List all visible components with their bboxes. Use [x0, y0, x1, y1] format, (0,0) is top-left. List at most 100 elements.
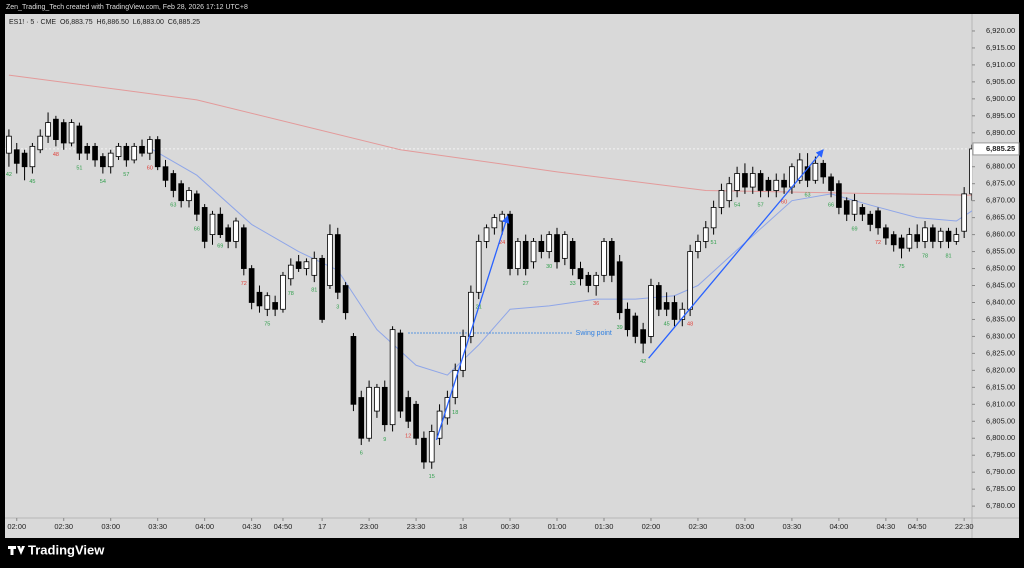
bar-count-label: 66 — [828, 203, 834, 209]
attribution: Zen_Trading_Tech created with TradingVie… — [6, 4, 248, 11]
candle-body — [13, 149, 20, 164]
y-tick-label: 6,845.00 — [986, 280, 1015, 289]
y-tick-label: 6,785.00 — [986, 484, 1015, 493]
y-tick-label: 6,890.00 — [986, 128, 1015, 137]
candle-body — [789, 166, 795, 188]
candle-body — [397, 332, 404, 412]
candle-body — [178, 183, 185, 202]
y-tick-label: 6,835.00 — [986, 314, 1015, 323]
candle-body — [953, 234, 960, 242]
candle-body — [389, 329, 396, 426]
y-tick-label: 6,800.00 — [986, 433, 1015, 442]
candle-body — [515, 240, 521, 269]
y-tick-label: 6,860.00 — [986, 230, 1015, 239]
candle-body — [930, 227, 936, 242]
candle-body — [608, 240, 615, 276]
candle-body — [859, 207, 866, 215]
candle-body — [687, 251, 693, 310]
y-tick-label: 6,900.00 — [986, 94, 1015, 103]
x-tick-label: 17 — [318, 522, 326, 531]
x-tick-label: 03:30 — [783, 522, 802, 531]
candle-body — [186, 190, 192, 202]
y-tick-label: 6,805.00 — [986, 416, 1015, 425]
candle-body — [139, 145, 145, 154]
candle-body — [695, 240, 701, 252]
bar-count-label: 60 — [781, 199, 787, 205]
candle-body — [240, 227, 247, 269]
candle-body — [84, 145, 91, 154]
y-tick-label: 6,880.00 — [986, 162, 1015, 171]
candle-body — [945, 230, 952, 242]
brand: TradingView — [28, 542, 105, 557]
candle-body — [131, 145, 138, 161]
x-tick-label: 01:00 — [548, 522, 567, 531]
bar-count-label: 75 — [898, 264, 904, 270]
candle-body — [812, 162, 819, 181]
candle-body — [961, 193, 967, 232]
bar-count-label: 57 — [758, 203, 764, 209]
candle-body — [765, 179, 772, 191]
candle-body — [29, 145, 36, 168]
trend-arrow — [435, 215, 510, 441]
x-tick-label: 23:00 — [360, 522, 379, 531]
candle-body — [366, 386, 372, 439]
candle-body — [436, 410, 443, 439]
candle-body — [280, 274, 286, 310]
candle-body — [209, 213, 216, 236]
candle-body — [522, 240, 529, 269]
candle-body — [334, 234, 341, 293]
bar-count-label: 9 — [383, 437, 386, 443]
candle-body — [421, 437, 427, 463]
candle-body — [342, 285, 349, 314]
x-tick-label: 04:00 — [830, 522, 849, 531]
x-tick-label: 03:00 — [101, 522, 120, 531]
candle-body — [170, 173, 177, 191]
candle-body — [710, 207, 717, 229]
candle-body — [154, 139, 161, 168]
candle-body — [45, 122, 51, 137]
candle-body — [475, 240, 482, 293]
y-tick-label: 6,810.00 — [986, 399, 1015, 408]
candle-body — [350, 336, 357, 405]
candle-body — [483, 227, 490, 242]
bar-count-label: 3 — [336, 305, 339, 311]
candle-body — [264, 295, 271, 310]
candle-body — [718, 190, 725, 208]
candle-body — [303, 261, 310, 269]
candle-body — [922, 227, 928, 242]
candle-body — [444, 397, 451, 419]
bar-count-label: 42 — [6, 172, 12, 178]
candle-body — [147, 139, 153, 154]
bar-count-label: 48 — [687, 322, 693, 328]
bar-count-label: 81 — [945, 254, 951, 260]
candle-body — [460, 336, 466, 371]
candle-body — [162, 166, 169, 181]
candle-body — [92, 145, 98, 161]
trend-arrow — [648, 149, 824, 359]
candle-body — [742, 173, 748, 188]
last-price-label: 6,885.25 — [986, 144, 1015, 153]
x-tick-label: 01:30 — [595, 522, 614, 531]
candle-body — [381, 386, 388, 426]
x-tick-label: 04:30 — [876, 522, 895, 531]
candle-body — [937, 230, 944, 242]
candle-body — [867, 213, 874, 225]
candle-body — [37, 135, 44, 151]
x-tick-label: 04:00 — [195, 522, 214, 531]
candle-body — [875, 210, 881, 229]
x-tick-label: 02:00 — [642, 522, 661, 531]
y-tick-label: 6,850.00 — [986, 264, 1015, 273]
x-tick-label: 04:50 — [908, 522, 927, 531]
candle-body — [663, 302, 670, 310]
moving-average — [149, 147, 972, 376]
bar-count-label: 63 — [170, 203, 176, 209]
x-tick-label: 03:30 — [148, 522, 167, 531]
candle-body — [726, 183, 733, 202]
candle-body — [217, 213, 224, 236]
y-tick-label: 6,790.00 — [986, 467, 1015, 476]
candle-body — [248, 268, 255, 303]
bar-count-label: 12 — [405, 434, 411, 440]
candle-body — [327, 234, 333, 286]
x-tick-label: 02:30 — [689, 522, 708, 531]
bar-count-label: 51 — [711, 240, 717, 246]
